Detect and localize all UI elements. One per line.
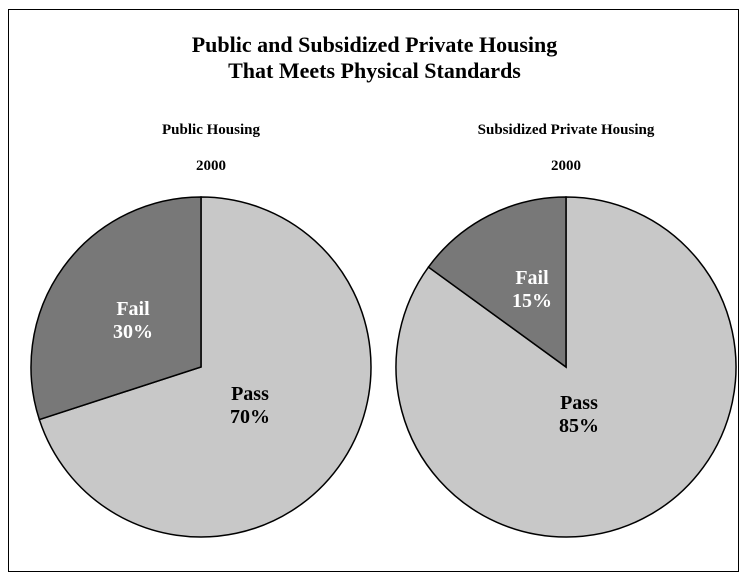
pie2-title: Subsidized Private Housing [477,122,655,138]
pie1-slice-pass [38,196,372,538]
pie2-slice-pass [395,196,737,538]
pie1-fail-value: 30% [113,321,153,343]
pie2-fail-label: Fail [515,267,549,289]
chart-title-line2: That Meets Physical Standards [228,58,521,83]
pie2-year: 2000 [551,158,581,174]
pie1-pass-label: Pass [231,383,269,405]
pie2-pass-value: 85% [559,415,599,437]
pie1-year: 2000 [196,158,226,174]
pie2-fail-value: 15% [512,290,552,312]
pie2-slice-fail [427,196,567,369]
pie1-pass-value: 70% [230,406,270,428]
chart-title: Public and Subsidized Private Housing Th… [9,32,738,84]
chart-frame: Public and Subsidized Private Housing Th… [8,9,739,572]
pie1-fail-label: Fail [116,298,150,320]
pie1-slice-fail [30,196,202,421]
chart-title-line1: Public and Subsidized Private Housing [191,32,558,57]
pie2-pass-label: Pass [560,392,598,414]
pie1-title: Public Housing [162,122,260,138]
